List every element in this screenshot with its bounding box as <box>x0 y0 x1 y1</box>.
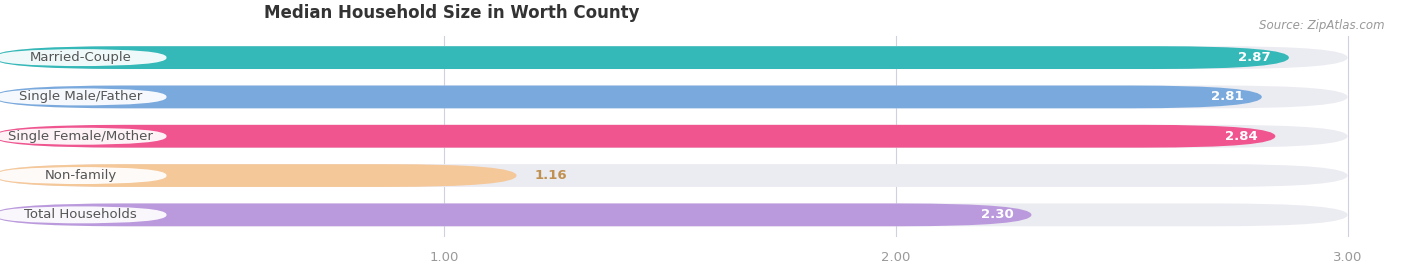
FancyBboxPatch shape <box>0 46 1289 69</box>
FancyBboxPatch shape <box>0 164 1347 187</box>
FancyBboxPatch shape <box>0 88 166 106</box>
FancyBboxPatch shape <box>0 128 166 145</box>
Text: 2.30: 2.30 <box>980 208 1014 221</box>
Text: Single Female/Mother: Single Female/Mother <box>8 130 153 143</box>
Text: 2.81: 2.81 <box>1211 90 1244 103</box>
Text: 2.84: 2.84 <box>1225 130 1257 143</box>
FancyBboxPatch shape <box>0 203 1347 226</box>
Text: 1.16: 1.16 <box>534 169 567 182</box>
FancyBboxPatch shape <box>0 85 1261 108</box>
Text: Married-Couple: Married-Couple <box>30 51 132 64</box>
FancyBboxPatch shape <box>0 167 166 184</box>
Text: Total Households: Total Households <box>24 208 136 221</box>
FancyBboxPatch shape <box>0 125 1275 148</box>
FancyBboxPatch shape <box>0 164 516 187</box>
FancyBboxPatch shape <box>0 46 1347 69</box>
FancyBboxPatch shape <box>0 203 1032 226</box>
Text: Median Household Size in Worth County: Median Household Size in Worth County <box>263 4 640 22</box>
Text: 2.87: 2.87 <box>1239 51 1271 64</box>
FancyBboxPatch shape <box>0 85 1347 108</box>
FancyBboxPatch shape <box>0 206 166 224</box>
Text: Non-family: Non-family <box>45 169 117 182</box>
FancyBboxPatch shape <box>0 125 1347 148</box>
Text: Source: ZipAtlas.com: Source: ZipAtlas.com <box>1260 19 1385 32</box>
Text: Single Male/Father: Single Male/Father <box>20 90 142 103</box>
FancyBboxPatch shape <box>0 49 166 66</box>
